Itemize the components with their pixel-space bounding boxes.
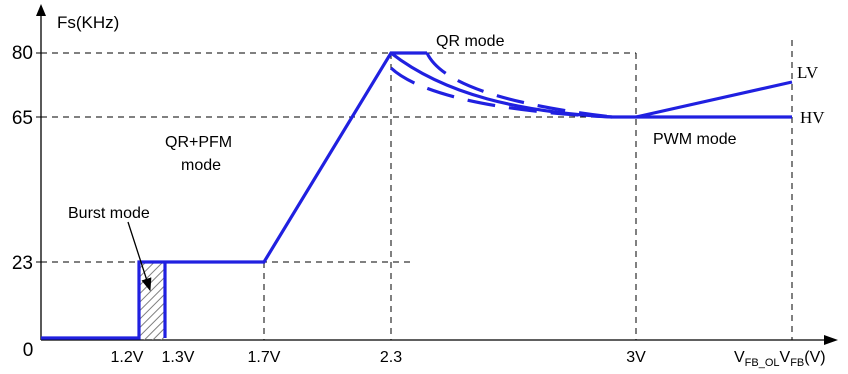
origin-label: 0 [23,340,34,361]
lv-label: LV [797,63,819,82]
hv-label: HV [800,108,825,127]
x-tick-3v: 3V [626,349,646,366]
burst-pointer-arrow [127,221,152,292]
y-tick-23: 23 [12,253,33,274]
y-axis-arrow [36,4,46,16]
x-tick-1-3v: 1.3V [162,349,195,366]
y-tick-65: 65 [12,108,33,129]
x-axis-title: VFB_OLVFB(V) [734,349,826,369]
x-tick-1-2v: 1.2V [111,349,144,366]
burst-mode-label: Burst mode [68,205,150,222]
curve-upper-solid [390,51,613,119]
curve-upper-dashed [425,52,613,119]
y-axis-title: Fs(KHz) [57,13,119,32]
curve-main-path [41,51,427,340]
x-tick-1-7v: 1.7V [248,349,281,366]
curve-lv-branch [635,80,793,119]
y-axis-labels: Fs(KHz) 80 65 23 0 [12,13,119,361]
guide-lines [41,40,793,340]
y-ticks [36,52,41,263]
qr-pfm-label-line1: QR+PFM [165,134,232,151]
burst-hatch-region [139,262,165,340]
x-axis-labels: 1.2V 1.3V 1.7V 2.3 3V [111,349,647,366]
x-tick-2-3: 2.3 [380,349,402,366]
mode-annotations: QR mode QR+PFM mode Burst mode PWM mode … [68,33,825,222]
qr-mode-label: QR mode [436,33,505,50]
qr-pfm-label-line2: mode [181,157,221,174]
x-axis-arrow [824,335,838,345]
y-tick-80: 80 [12,43,33,64]
pwm-mode-label: PWM mode [653,131,737,148]
frequency-curve [41,51,793,340]
axes [36,4,838,345]
curve-lower-dashed [389,66,613,119]
